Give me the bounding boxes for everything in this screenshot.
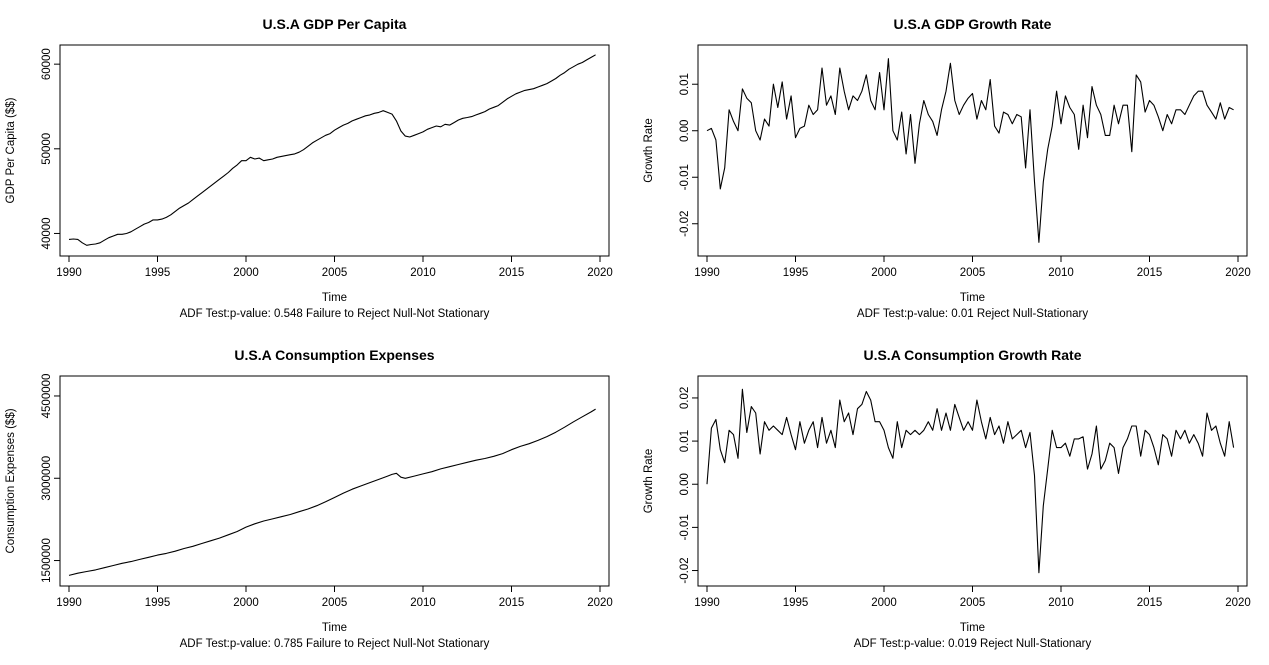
series-line-1 [706,58,1234,243]
y-tick-label: -0.01 [679,514,691,540]
y-axis: 40000 50000 60000 [41,48,61,249]
chart-title: U.S.A GDP Per Capita [263,16,407,32]
y-tick-label: 40000 [41,217,53,249]
x-tick-label: 2015 [1137,267,1163,279]
x-tick-label: 2005 [322,597,348,609]
chart-panel-2: U.S.A GDP Growth Rate 1990 1995 2000 2005 201… [643,16,1251,320]
plot-frame [697,375,1248,587]
x-tick-label: 1995 [145,267,171,279]
y-tick-label: 0.01 [679,430,691,452]
adf-test-caption: ADF Test:p-value: 0.548 Failure to Rejec… [180,308,490,320]
adf-test-caption: ADF Test:p-value: 0.01 Reject Null-Stati… [857,308,1088,320]
y-tick-label: 3000000 [41,456,53,501]
y-axis-label: GDP Per Capita ($$) [5,97,17,203]
y-axis-label: Growth Rate [643,118,655,183]
series-line-1 [68,54,596,246]
x-tick-label: 2005 [960,267,986,279]
y-tick-label: -0.02 [679,211,691,237]
x-tick-label: 1990 [56,267,82,279]
x-tick-label: 2020 [1225,597,1251,609]
y-axis-label: Growth Rate [643,449,655,514]
series-line-1 [68,408,596,576]
x-tick-label: 2000 [871,267,897,279]
y-tick-label: -0.01 [679,164,691,190]
adf-test-caption: ADF Test:p-value: 0.019 Reject Null-Stat… [854,638,1092,650]
plot-frame [59,375,610,587]
y-axis-label: Consumption Expenses ($$) [5,408,17,553]
x-axis-label: Time [322,292,347,304]
chart-title: U.S.A GDP Growth Rate [894,16,1052,32]
x-axis: 1990 1995 2000 2005 2010 2015 2020 [56,255,613,279]
x-tick-label: 2020 [1225,267,1251,279]
y-tick-label: -0.02 [679,557,691,583]
x-tick-label: 2000 [233,267,259,279]
x-tick-label: 2000 [871,597,897,609]
x-tick-label: 2010 [1048,267,1074,279]
x-tick-label: 1990 [694,597,720,609]
y-axis: -0.02 -0.01 0.00 0.01 0.02 [679,387,699,584]
series-line-1 [706,388,1235,574]
x-tick-label: 2010 [410,267,436,279]
y-tick-label: 0.01 [679,73,691,95]
x-tick-label: 1990 [56,597,82,609]
y-tick-label: 60000 [41,48,53,80]
x-axis: 1990 1995 2000 2005 2010 2015 2020 [694,585,1251,609]
x-tick-label: 2010 [1048,597,1074,609]
x-tick-label: 1995 [145,597,171,609]
plot-frame [59,44,610,257]
y-axis: -0.02 -0.01 0.00 0.01 [679,73,699,237]
y-tick-label: 4500000 [41,374,53,419]
x-tick-label: 2000 [233,597,259,609]
x-tick-label: 1990 [694,267,720,279]
y-tick-label: 0.00 [679,120,691,142]
y-axis: 1500000 3000000 4500000 [41,374,61,583]
plot-frame [697,44,1248,257]
x-tick-label: 2005 [322,267,348,279]
y-tick-label: 0.02 [679,387,691,409]
x-axis-label: Time [960,292,985,304]
y-tick-label: 1500000 [41,538,53,583]
y-tick-label: 50000 [41,133,53,165]
x-axis: 1990 1995 2000 2005 2010 2015 2020 [56,585,613,609]
y-tick-label: 0.00 [679,473,691,495]
x-tick-label: 2015 [499,267,525,279]
x-tick-label: 2020 [587,267,613,279]
x-tick-label: 1995 [783,597,809,609]
x-tick-label: 2015 [499,597,525,609]
x-axis: 1990 1995 2000 2005 2010 2015 2020 [694,255,1251,279]
adf-test-caption: ADF Test:p-value: 0.785 Failure to Rejec… [180,638,490,650]
chart-panel-1: U.S.A GDP Per Capita 1990 1995 2000 2005 2010… [5,16,613,320]
x-tick-label: 1995 [783,267,809,279]
x-tick-label: 2005 [960,597,986,609]
x-axis-label: Time [960,622,985,634]
x-tick-label: 2010 [410,597,436,609]
x-axis-label: Time [322,622,347,634]
chart-title: U.S.A Consumption Expenses [234,347,434,363]
chart-panel-4: U.S.A Consumption Growth Rate 1990 1995 200… [643,347,1251,650]
x-tick-label: 2015 [1137,597,1163,609]
chart-title: U.S.A Consumption Growth Rate [863,347,1081,363]
x-tick-label: 2020 [587,597,613,609]
chart-panel-3: U.S.A Consumption Expenses 1990 1995 2000 20… [5,347,613,650]
